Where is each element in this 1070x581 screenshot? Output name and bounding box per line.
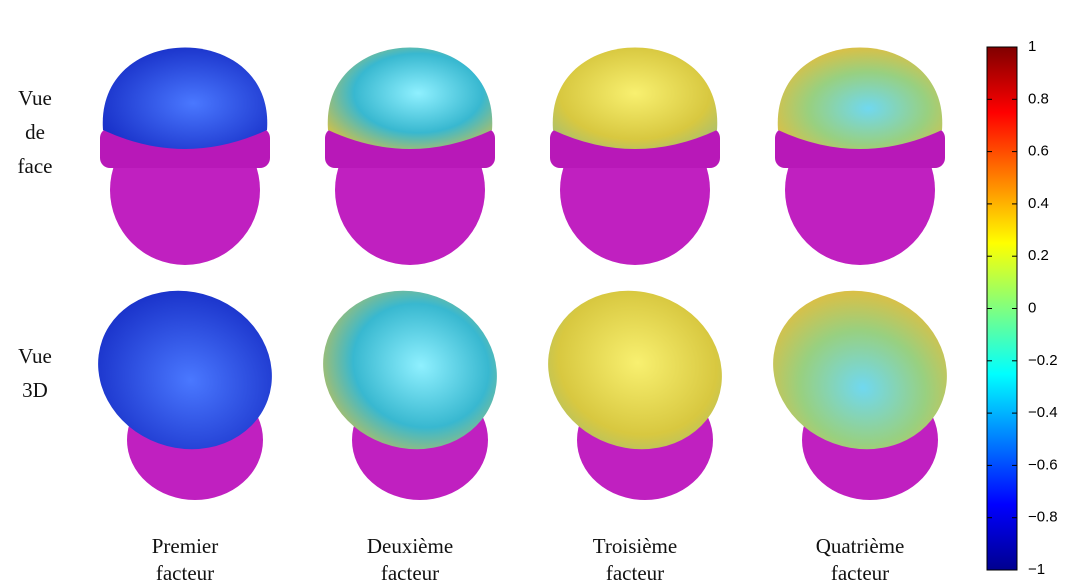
column-label: facteur <box>381 561 439 581</box>
column-label: Quatrième <box>816 534 905 558</box>
cap <box>98 290 272 450</box>
colorbar-tick-label: 1 <box>1028 38 1036 55</box>
row-label: Vue <box>18 344 52 368</box>
colorbar-tick-label: 0.2 <box>1028 247 1049 264</box>
column-label: facteur <box>156 561 214 581</box>
colorbar-tick-label: 0.6 <box>1028 143 1049 160</box>
column-label: facteur <box>831 561 889 581</box>
column-label: Deuxième <box>367 534 453 558</box>
row-label: de <box>25 120 45 144</box>
column-label: Premier <box>152 534 218 558</box>
colorbar-tick-label: −0.8 <box>1028 509 1058 526</box>
cap <box>102 47 268 149</box>
head-renderings <box>98 47 947 500</box>
cap <box>323 290 497 450</box>
colorbar-tick-label: 0.4 <box>1028 195 1049 212</box>
cap <box>552 47 718 149</box>
cap <box>327 47 493 149</box>
column-label: facteur <box>606 561 664 581</box>
colorbar-tick-label: −1 <box>1028 561 1045 578</box>
colorbar-tick-label: 0.8 <box>1028 90 1049 107</box>
row-label: face <box>18 154 53 178</box>
cap <box>777 47 943 149</box>
colorbar-tick-label: −0.2 <box>1028 352 1058 369</box>
colorbar-tick-label: 0 <box>1028 299 1036 316</box>
colorbar-tick-label: −0.6 <box>1028 456 1058 473</box>
colorbar-tick-label: −0.4 <box>1028 404 1058 421</box>
cap <box>548 290 722 450</box>
column-label: Troisième <box>593 534 677 558</box>
cap <box>773 290 947 450</box>
row-label: 3D <box>22 378 48 402</box>
row-label: Vue <box>18 86 52 110</box>
